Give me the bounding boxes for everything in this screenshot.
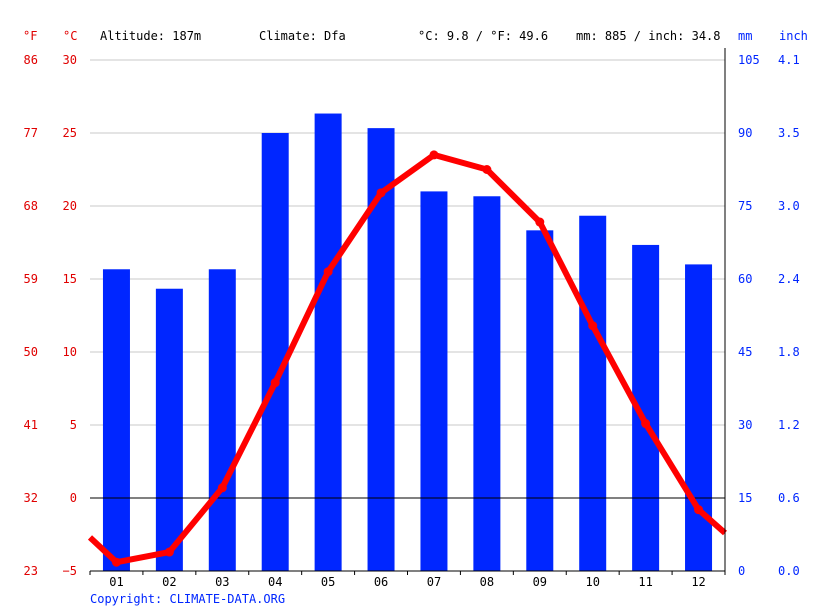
precipitation-bar [261, 133, 289, 571]
celsius-tick-label: −5 [63, 564, 77, 578]
fahrenheit-unit-label: °F [23, 29, 37, 43]
fahrenheit-tick-label: 68 [24, 199, 38, 213]
fahrenheit-tick-label: 50 [24, 345, 38, 359]
inch-tick-label: 3.0 [778, 199, 800, 213]
inch-unit-label: inch [779, 29, 808, 43]
mm-tick-label: 0 [738, 564, 745, 578]
mm-tick-label: 15 [738, 491, 752, 505]
precipitation-bar [579, 215, 607, 571]
celsius-tick-label: 15 [63, 272, 77, 286]
fahrenheit-tick-label: 32 [24, 491, 38, 505]
temperature-point [376, 188, 386, 198]
temperature-average-label: °C: 9.8 / °F: 49.6 [418, 29, 548, 43]
inch-tick-label: 4.1 [778, 53, 800, 67]
temperature-point [111, 557, 121, 567]
precipitation-bar [208, 269, 236, 571]
inch-tick-label: 2.4 [778, 272, 800, 286]
inch-tick-label: 0.6 [778, 491, 800, 505]
temperature-point [694, 505, 704, 515]
fahrenheit-tick-label: 59 [24, 272, 38, 286]
temperature-point [482, 165, 492, 174]
precipitation-bar [526, 230, 554, 572]
altitude-label: Altitude: 187m [100, 29, 201, 43]
precipitation-bar [155, 288, 183, 571]
month-label: 09 [533, 575, 547, 589]
temperature-point [588, 321, 598, 331]
precipitation-bar [473, 196, 501, 571]
temperature-point [164, 547, 174, 557]
inch-tick-label: 1.2 [778, 418, 800, 432]
right-axis-labels: 105 4.1 90 3.5 75 3.0 60 2.4 45 1.8 30 1.2 15 0.6 0 0.0 [738, 53, 800, 578]
mm-unit-label: mm [738, 29, 752, 43]
left-axis-labels: 86 30 77 25 68 20 59 15 50 10 41 5 32 0 23 −5 [24, 53, 77, 578]
month-labels: 01 02 03 04 05 06 07 08 09 10 11 12 [109, 575, 706, 589]
temperature-series [87, 150, 727, 567]
month-label: 06 [374, 575, 388, 589]
temperature-point [217, 483, 227, 493]
precipitation-bars [102, 113, 713, 572]
inch-tick-label: 0.0 [778, 564, 800, 578]
fahrenheit-tick-label: 41 [24, 418, 38, 432]
month-label: 07 [427, 575, 441, 589]
month-label: 03 [215, 575, 229, 589]
temperature-point [535, 217, 545, 227]
gridlines [90, 59, 725, 426]
inch-tick-label: 3.5 [778, 126, 800, 140]
fahrenheit-tick-label: 77 [24, 126, 38, 140]
mm-tick-label: 90 [738, 126, 752, 140]
mm-tick-label: 30 [738, 418, 752, 432]
month-label: 11 [638, 575, 652, 589]
month-label: 05 [321, 575, 335, 589]
fahrenheit-tick-label: 23 [24, 564, 38, 578]
month-label: 04 [268, 575, 282, 589]
precipitation-bar [420, 191, 448, 571]
temperature-point [641, 419, 651, 429]
temperature-point [323, 267, 333, 277]
celsius-tick-label: 0 [70, 491, 77, 505]
mm-tick-label: 60 [738, 272, 752, 286]
celsius-unit-label: °C [63, 29, 77, 43]
climate-label: Climate: Dfa [259, 29, 346, 43]
month-label: 10 [585, 575, 599, 589]
temperature-line [87, 151, 727, 566]
celsius-tick-label: 10 [63, 345, 77, 359]
month-label: 08 [480, 575, 494, 589]
precipitation-bar [685, 264, 713, 571]
temperature-point [270, 378, 280, 388]
month-label: 02 [162, 575, 176, 589]
mm-tick-label: 105 [738, 53, 760, 67]
precipitation-average-label: mm: 885 / inch: 34.8 [576, 29, 721, 43]
bottom-axis [89, 570, 726, 575]
precipitation-bar [102, 269, 130, 571]
inch-tick-label: 1.8 [778, 345, 800, 359]
fahrenheit-tick-label: 86 [24, 53, 38, 67]
mm-tick-label: 75 [738, 199, 752, 213]
celsius-tick-label: 30 [63, 53, 77, 67]
celsius-tick-label: 20 [63, 199, 77, 213]
celsius-tick-label: 5 [70, 418, 77, 432]
celsius-tick-label: 25 [63, 126, 77, 140]
month-label: 01 [109, 575, 123, 589]
month-label: 12 [691, 575, 705, 589]
copyright-text: Copyright: CLIMATE-DATA.ORG [90, 592, 286, 606]
mm-tick-label: 45 [738, 345, 752, 359]
temperature-point [429, 150, 439, 160]
precipitation-bar [314, 113, 342, 572]
